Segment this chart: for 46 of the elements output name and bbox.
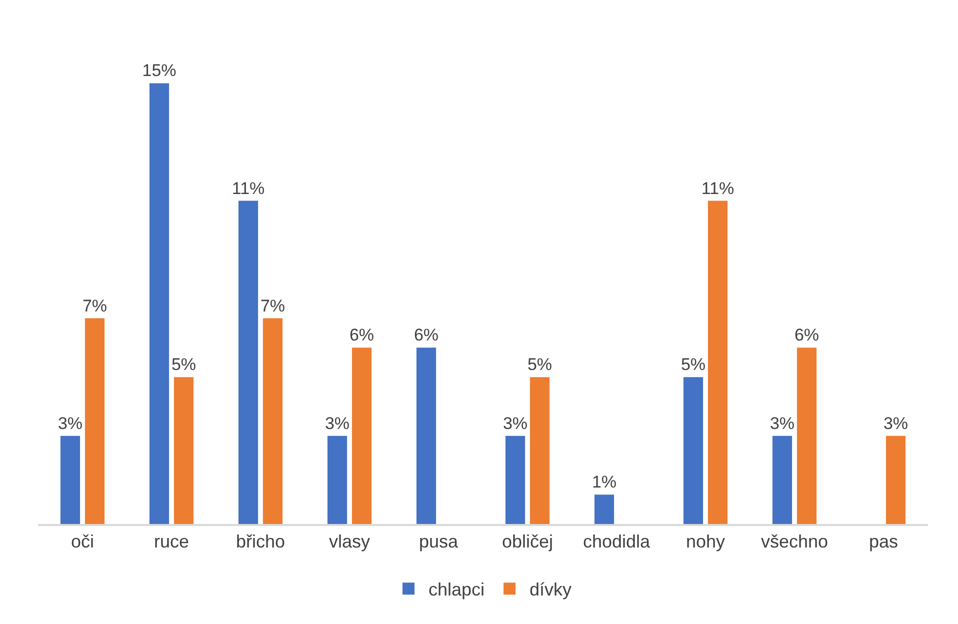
x-tick-label: vlasy [328,531,370,552]
x-tick-label: obličej [502,531,554,552]
x-tick-label: pas [868,531,898,552]
data-label: 3% [324,414,350,433]
x-tick-label: všechno [760,531,828,552]
legend-label: chlapci [428,580,485,600]
data-label: 7% [260,296,286,316]
data-label: 5% [680,355,706,374]
bar [84,318,105,524]
bar [60,436,80,524]
x-tick-label: chodidla [582,531,652,552]
bar [505,436,526,524]
data-label: 3% [883,414,908,433]
data-label: 7% [82,296,108,316]
data-label: 5% [527,355,552,374]
data-label: 3% [770,414,795,433]
data-label: 6% [349,326,374,345]
bar [772,436,792,524]
bar [796,348,817,524]
data-label: 11% [232,178,265,198]
bar [327,436,348,524]
bar [683,377,704,524]
data-label: 15% [142,61,176,80]
x-tick-label: pusa [418,531,459,552]
x-tick-label: břicho [236,531,286,552]
data-label: 3% [58,414,83,433]
data-label: 6% [414,326,439,345]
bar [174,377,194,524]
bar [416,348,436,524]
x-tick-label: nohy [686,531,726,552]
x-tick-label: oči [70,531,94,552]
data-label: 11% [701,178,734,198]
data-label: 5% [171,355,196,374]
bar [262,318,283,524]
x-tick-label: ruce [154,531,190,552]
bar [238,200,258,524]
bar [352,348,372,524]
data-label: 6% [794,326,820,345]
bar [149,83,170,524]
bar [594,494,614,524]
legend-label: dívky [530,580,572,600]
data-label: 3% [502,414,528,433]
data-label: 1% [592,472,617,492]
bar [530,377,550,524]
bar [708,200,728,524]
bar [886,436,906,524]
